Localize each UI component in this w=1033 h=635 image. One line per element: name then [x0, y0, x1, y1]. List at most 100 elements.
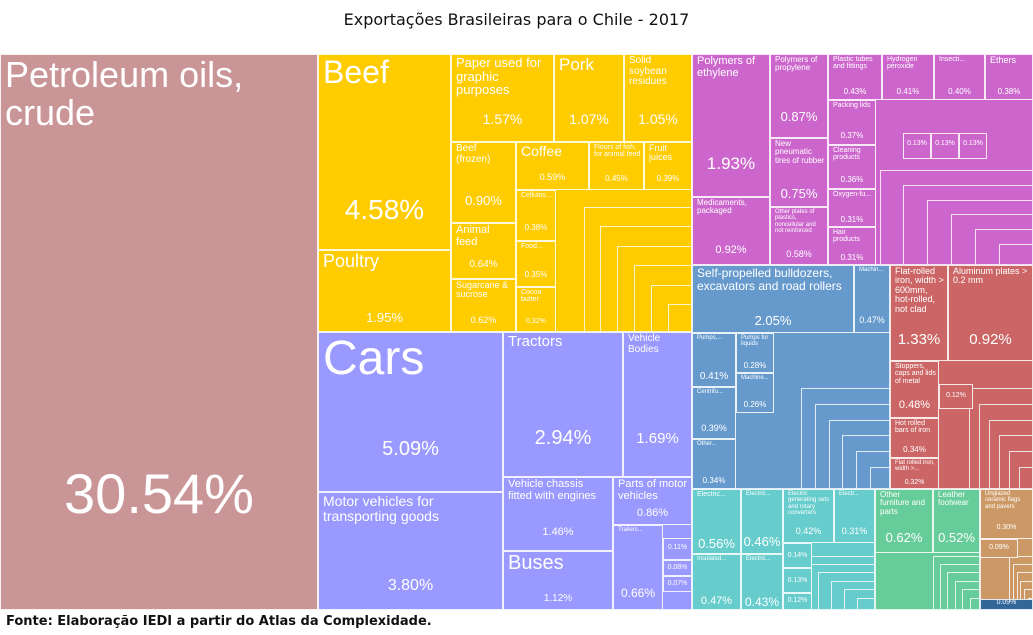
- treemap: Petroleum oils, crude 30.54% Beef 4.58% Poul…: [0, 54, 1033, 610]
- treemap-tile[interactable]: Cellulos... 0.38%: [516, 190, 556, 241]
- treemap-tile[interactable]: 0.11%: [663, 538, 692, 560]
- treemap-tile[interactable]: Poultry 1.95%: [318, 250, 451, 332]
- treemap-tile[interactable]: Cocoa butter 0.32%: [516, 287, 556, 332]
- treemap-tile[interactable]: 0.08%: [663, 560, 692, 576]
- source-note: Fonte: Elaboração IEDI a partir do Atlas…: [6, 614, 432, 629]
- treemap-tile[interactable]: 0.09%: [980, 599, 1033, 610]
- tile-label: Machin...: [859, 267, 884, 273]
- small-product-tile: [667, 304, 692, 332]
- tile-label: Trailers...: [618, 527, 643, 533]
- tile-percent: 0.48%: [898, 399, 931, 411]
- treemap-tile[interactable]: Flours of fish, for animal feed 0.45%: [589, 142, 644, 190]
- treemap-tile[interactable]: Beef 4.58%: [318, 54, 451, 250]
- treemap-tile[interactable]: Paper used for graphic purposes 1.57%: [451, 54, 554, 142]
- tile-percent: 0.32%: [904, 479, 925, 486]
- treemap-tile[interactable]: Polymers of propylene 0.87%: [770, 54, 828, 138]
- treemap-tile[interactable]: Petroleum oils, crude 30.54%: [0, 54, 318, 610]
- tile-label: Motor vehicles for transporting goods: [323, 493, 439, 524]
- treemap-tile[interactable]: Vehicle Bodies 1.69%: [623, 332, 692, 477]
- treemap-tile[interactable]: Electric... 0.46%: [741, 489, 783, 554]
- treemap-tile[interactable]: Insulated... 0.47%: [692, 554, 741, 610]
- tile-percent: 0.39%: [656, 174, 680, 183]
- treemap-tile[interactable]: Leather footwear 0.52%: [933, 489, 980, 553]
- treemap-tile[interactable]: Hot rolled bars of iron 0.34%: [890, 418, 939, 458]
- treemap-tile[interactable]: 0.13%: [783, 568, 812, 593]
- tile-label: Tractors: [508, 333, 563, 350]
- tile-percent: 0.66%: [620, 586, 656, 600]
- tile-percent: 0.34%: [903, 445, 926, 454]
- treemap-tile[interactable]: Hydrogen peroxide 0.41%: [882, 54, 934, 100]
- tile-percent: 3.80%: [387, 577, 434, 594]
- treemap-tile[interactable]: Animal feed 0.64%: [451, 223, 516, 279]
- treemap-tile[interactable]: 0.09%: [980, 539, 1018, 558]
- treemap-tile[interactable]: Ethers 0.38%: [985, 54, 1033, 100]
- treemap-tile[interactable]: Electric... 0.43%: [741, 554, 783, 610]
- treemap-tile[interactable]: Other furniture and parts 0.62%: [875, 489, 933, 553]
- tile-label: Leather footwear: [938, 490, 969, 508]
- treemap-tile[interactable]: Flat-rolled iron, width > 600mm, hot-rol…: [890, 265, 948, 361]
- treemap-tile[interactable]: Stoppers, caps and lids of metal 0.48%: [890, 361, 939, 418]
- tile-percent: 1.33%: [897, 331, 941, 348]
- tile-label: Petroleum oils, crude: [5, 54, 244, 133]
- tile-label: Coffee: [521, 143, 562, 159]
- treemap-tile[interactable]: Vehicle chassis fitted with engines 1.46%: [503, 477, 613, 551]
- treemap-tile[interactable]: New pneumatic tires of rubber 0.75%: [770, 138, 828, 207]
- treemap-tile[interactable]: Beef (frozen) 0.90%: [451, 142, 516, 223]
- tile-label: Packing lids: [833, 102, 871, 109]
- treemap-tile[interactable]: 0.14%: [783, 543, 812, 568]
- treemap-tile[interactable]: 0.13%: [931, 133, 959, 159]
- treemap-tile[interactable]: Pork 1.07%: [554, 54, 624, 142]
- tile-percent: 0.38%: [524, 223, 548, 232]
- treemap-tile[interactable]: Parts of motor vehicles 0.86%: [613, 477, 692, 525]
- treemap-tile[interactable]: Cars 5.09%: [318, 332, 503, 492]
- treemap-tile[interactable]: Coffee 0.59%: [516, 142, 589, 190]
- treemap-tile[interactable]: Hair products 0.31%: [828, 227, 876, 265]
- treemap-tile[interactable]: Food... 0.35%: [516, 241, 556, 287]
- treemap-tile[interactable]: Fruit juices 0.39%: [644, 142, 692, 190]
- treemap-tile[interactable]: 0.13%: [959, 133, 987, 159]
- treemap-tile[interactable]: Other plates of plastics, noncellular an…: [770, 207, 828, 265]
- treemap-tile[interactable]: Other... 0.34%: [692, 439, 736, 489]
- treemap-tile[interactable]: Buses 1.12%: [503, 551, 613, 610]
- treemap-tile[interactable]: Pumps,... 0.41%: [692, 333, 736, 387]
- treemap-tile[interactable]: 0.07%: [663, 576, 692, 592]
- treemap-tile[interactable]: Machine... 0.26%: [736, 373, 774, 413]
- treemap-tile[interactable]: Unglazed ceramic flags and pavers 0.30%: [980, 489, 1033, 539]
- treemap-tile[interactable]: Sugarcane & sucrose 0.62%: [451, 279, 516, 332]
- treemap-tile[interactable]: Electric generating sets and rotary conv…: [783, 489, 834, 543]
- treemap-tile[interactable]: Packing lids 0.37%: [828, 100, 876, 145]
- treemap-tile[interactable]: 0.12%: [783, 593, 812, 610]
- tile-label: Electric generating sets and rotary conv…: [788, 491, 830, 516]
- treemap-tile[interactable]: Machin... 0.47%: [854, 265, 890, 333]
- treemap-tile[interactable]: 0.13%: [903, 133, 931, 159]
- treemap-tile[interactable]: Electric... 0.56%: [692, 489, 741, 554]
- tile-label: Insulated...: [697, 556, 727, 562]
- tile-label: Polymers of ethylene: [697, 55, 756, 79]
- tile-label: Parts of motor vehicles: [618, 478, 688, 502]
- treemap-tile[interactable]: Aluminum plates > 0.2 mm 0.92%: [948, 265, 1033, 361]
- tile-percent: 1.05%: [638, 111, 678, 127]
- treemap-tile[interactable]: Tractors 2.94%: [503, 332, 623, 477]
- treemap-tile[interactable]: Self-propelled bulldozers, excavators an…: [692, 265, 854, 333]
- treemap-tile[interactable]: Pumps for liquids 0.28%: [736, 333, 774, 373]
- treemap-tile[interactable]: Trailers... 0.66%: [613, 525, 663, 610]
- tile-percent: 0.37%: [840, 131, 864, 140]
- tile-label: Vehicle chassis fitted with engines: [508, 478, 597, 502]
- treemap-tile[interactable]: Flat rolled iron, width >... 0.32%: [890, 458, 939, 489]
- treemap-tile[interactable]: Electr... 0.31%: [834, 489, 875, 543]
- treemap-tile[interactable]: Oxygen-fu... 0.31%: [828, 189, 876, 227]
- tile-percent: 0.31%: [840, 253, 864, 262]
- tile-percent: 0.59%: [539, 172, 566, 182]
- treemap-tile[interactable]: Polymers of ethylene 1.93%: [692, 54, 770, 197]
- tile-label: Other...: [697, 441, 717, 447]
- treemap-tile[interactable]: Solid soybean residues 1.05%: [624, 54, 692, 142]
- tile-label: Other plates of plastics, noncellular an…: [775, 209, 816, 234]
- treemap-tile[interactable]: Cleaning products 0.36%: [828, 145, 876, 189]
- treemap-tile[interactable]: 0.12%: [939, 384, 973, 409]
- treemap-tile[interactable]: Plastic tubes and fittings 0.43%: [828, 54, 882, 100]
- treemap-tile[interactable]: Insecti... 0.40%: [934, 54, 985, 100]
- treemap-tile[interactable]: Centrifu... 0.39%: [692, 387, 736, 439]
- tile-label: Hydrogen peroxide: [887, 56, 918, 71]
- treemap-tile[interactable]: Medicaments, packaged 0.92%: [692, 197, 770, 265]
- treemap-tile[interactable]: Motor vehicles for transporting goods 3.8…: [318, 492, 503, 610]
